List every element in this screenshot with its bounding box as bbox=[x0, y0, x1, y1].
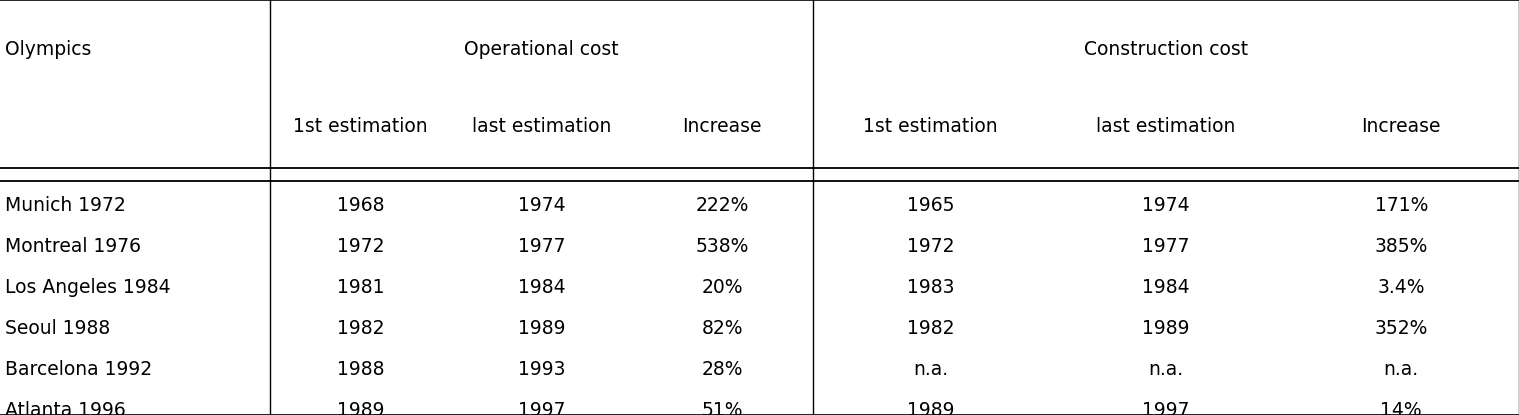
Text: 222%: 222% bbox=[696, 196, 749, 215]
Text: last estimation: last estimation bbox=[472, 117, 611, 136]
Text: 1968: 1968 bbox=[337, 196, 384, 215]
Text: Increase: Increase bbox=[1361, 117, 1442, 136]
Text: 1989: 1989 bbox=[337, 401, 384, 415]
Text: Seoul 1988: Seoul 1988 bbox=[5, 319, 109, 338]
Text: 1984: 1984 bbox=[1142, 278, 1189, 297]
Text: 352%: 352% bbox=[1375, 319, 1428, 338]
Text: 1989: 1989 bbox=[518, 319, 565, 338]
Text: 3.4%: 3.4% bbox=[1378, 278, 1425, 297]
Text: 1982: 1982 bbox=[907, 319, 954, 338]
Text: 28%: 28% bbox=[702, 360, 743, 379]
Text: 1988: 1988 bbox=[337, 360, 384, 379]
Text: 1st estimation: 1st estimation bbox=[293, 117, 428, 136]
Text: 1st estimation: 1st estimation bbox=[863, 117, 998, 136]
Text: 1981: 1981 bbox=[337, 278, 384, 297]
Text: 1965: 1965 bbox=[907, 196, 954, 215]
Text: 1977: 1977 bbox=[518, 237, 565, 256]
Text: 1983: 1983 bbox=[907, 278, 954, 297]
Text: 1972: 1972 bbox=[337, 237, 384, 256]
Text: 82%: 82% bbox=[702, 319, 743, 338]
Text: 51%: 51% bbox=[702, 401, 743, 415]
Text: Montreal 1976: Montreal 1976 bbox=[5, 237, 141, 256]
Text: 1977: 1977 bbox=[1142, 237, 1189, 256]
Text: 1989: 1989 bbox=[907, 401, 954, 415]
Text: 385%: 385% bbox=[1375, 237, 1428, 256]
Text: last estimation: last estimation bbox=[1097, 117, 1235, 136]
Text: 1984: 1984 bbox=[518, 278, 565, 297]
Text: 171%: 171% bbox=[1375, 196, 1428, 215]
Text: Barcelona 1992: Barcelona 1992 bbox=[5, 360, 152, 379]
Text: 1972: 1972 bbox=[907, 237, 954, 256]
Text: 1997: 1997 bbox=[1142, 401, 1189, 415]
Text: 14%: 14% bbox=[1381, 401, 1422, 415]
Text: 1993: 1993 bbox=[518, 360, 565, 379]
Text: n.a.: n.a. bbox=[1148, 360, 1183, 379]
Text: 1989: 1989 bbox=[1142, 319, 1189, 338]
Text: Los Angeles 1984: Los Angeles 1984 bbox=[5, 278, 170, 297]
Text: Olympics: Olympics bbox=[5, 40, 91, 59]
Text: Increase: Increase bbox=[682, 117, 763, 136]
Text: n.a.: n.a. bbox=[913, 360, 948, 379]
Text: Munich 1972: Munich 1972 bbox=[5, 196, 125, 215]
Text: 1974: 1974 bbox=[518, 196, 565, 215]
Text: n.a.: n.a. bbox=[1384, 360, 1419, 379]
Text: Operational cost: Operational cost bbox=[465, 40, 618, 59]
Text: Construction cost: Construction cost bbox=[1083, 40, 1249, 59]
Text: 20%: 20% bbox=[702, 278, 743, 297]
Text: 1974: 1974 bbox=[1142, 196, 1189, 215]
Text: 1997: 1997 bbox=[518, 401, 565, 415]
Text: 1982: 1982 bbox=[337, 319, 384, 338]
Text: Atlanta 1996: Atlanta 1996 bbox=[5, 401, 125, 415]
Text: 538%: 538% bbox=[696, 237, 749, 256]
